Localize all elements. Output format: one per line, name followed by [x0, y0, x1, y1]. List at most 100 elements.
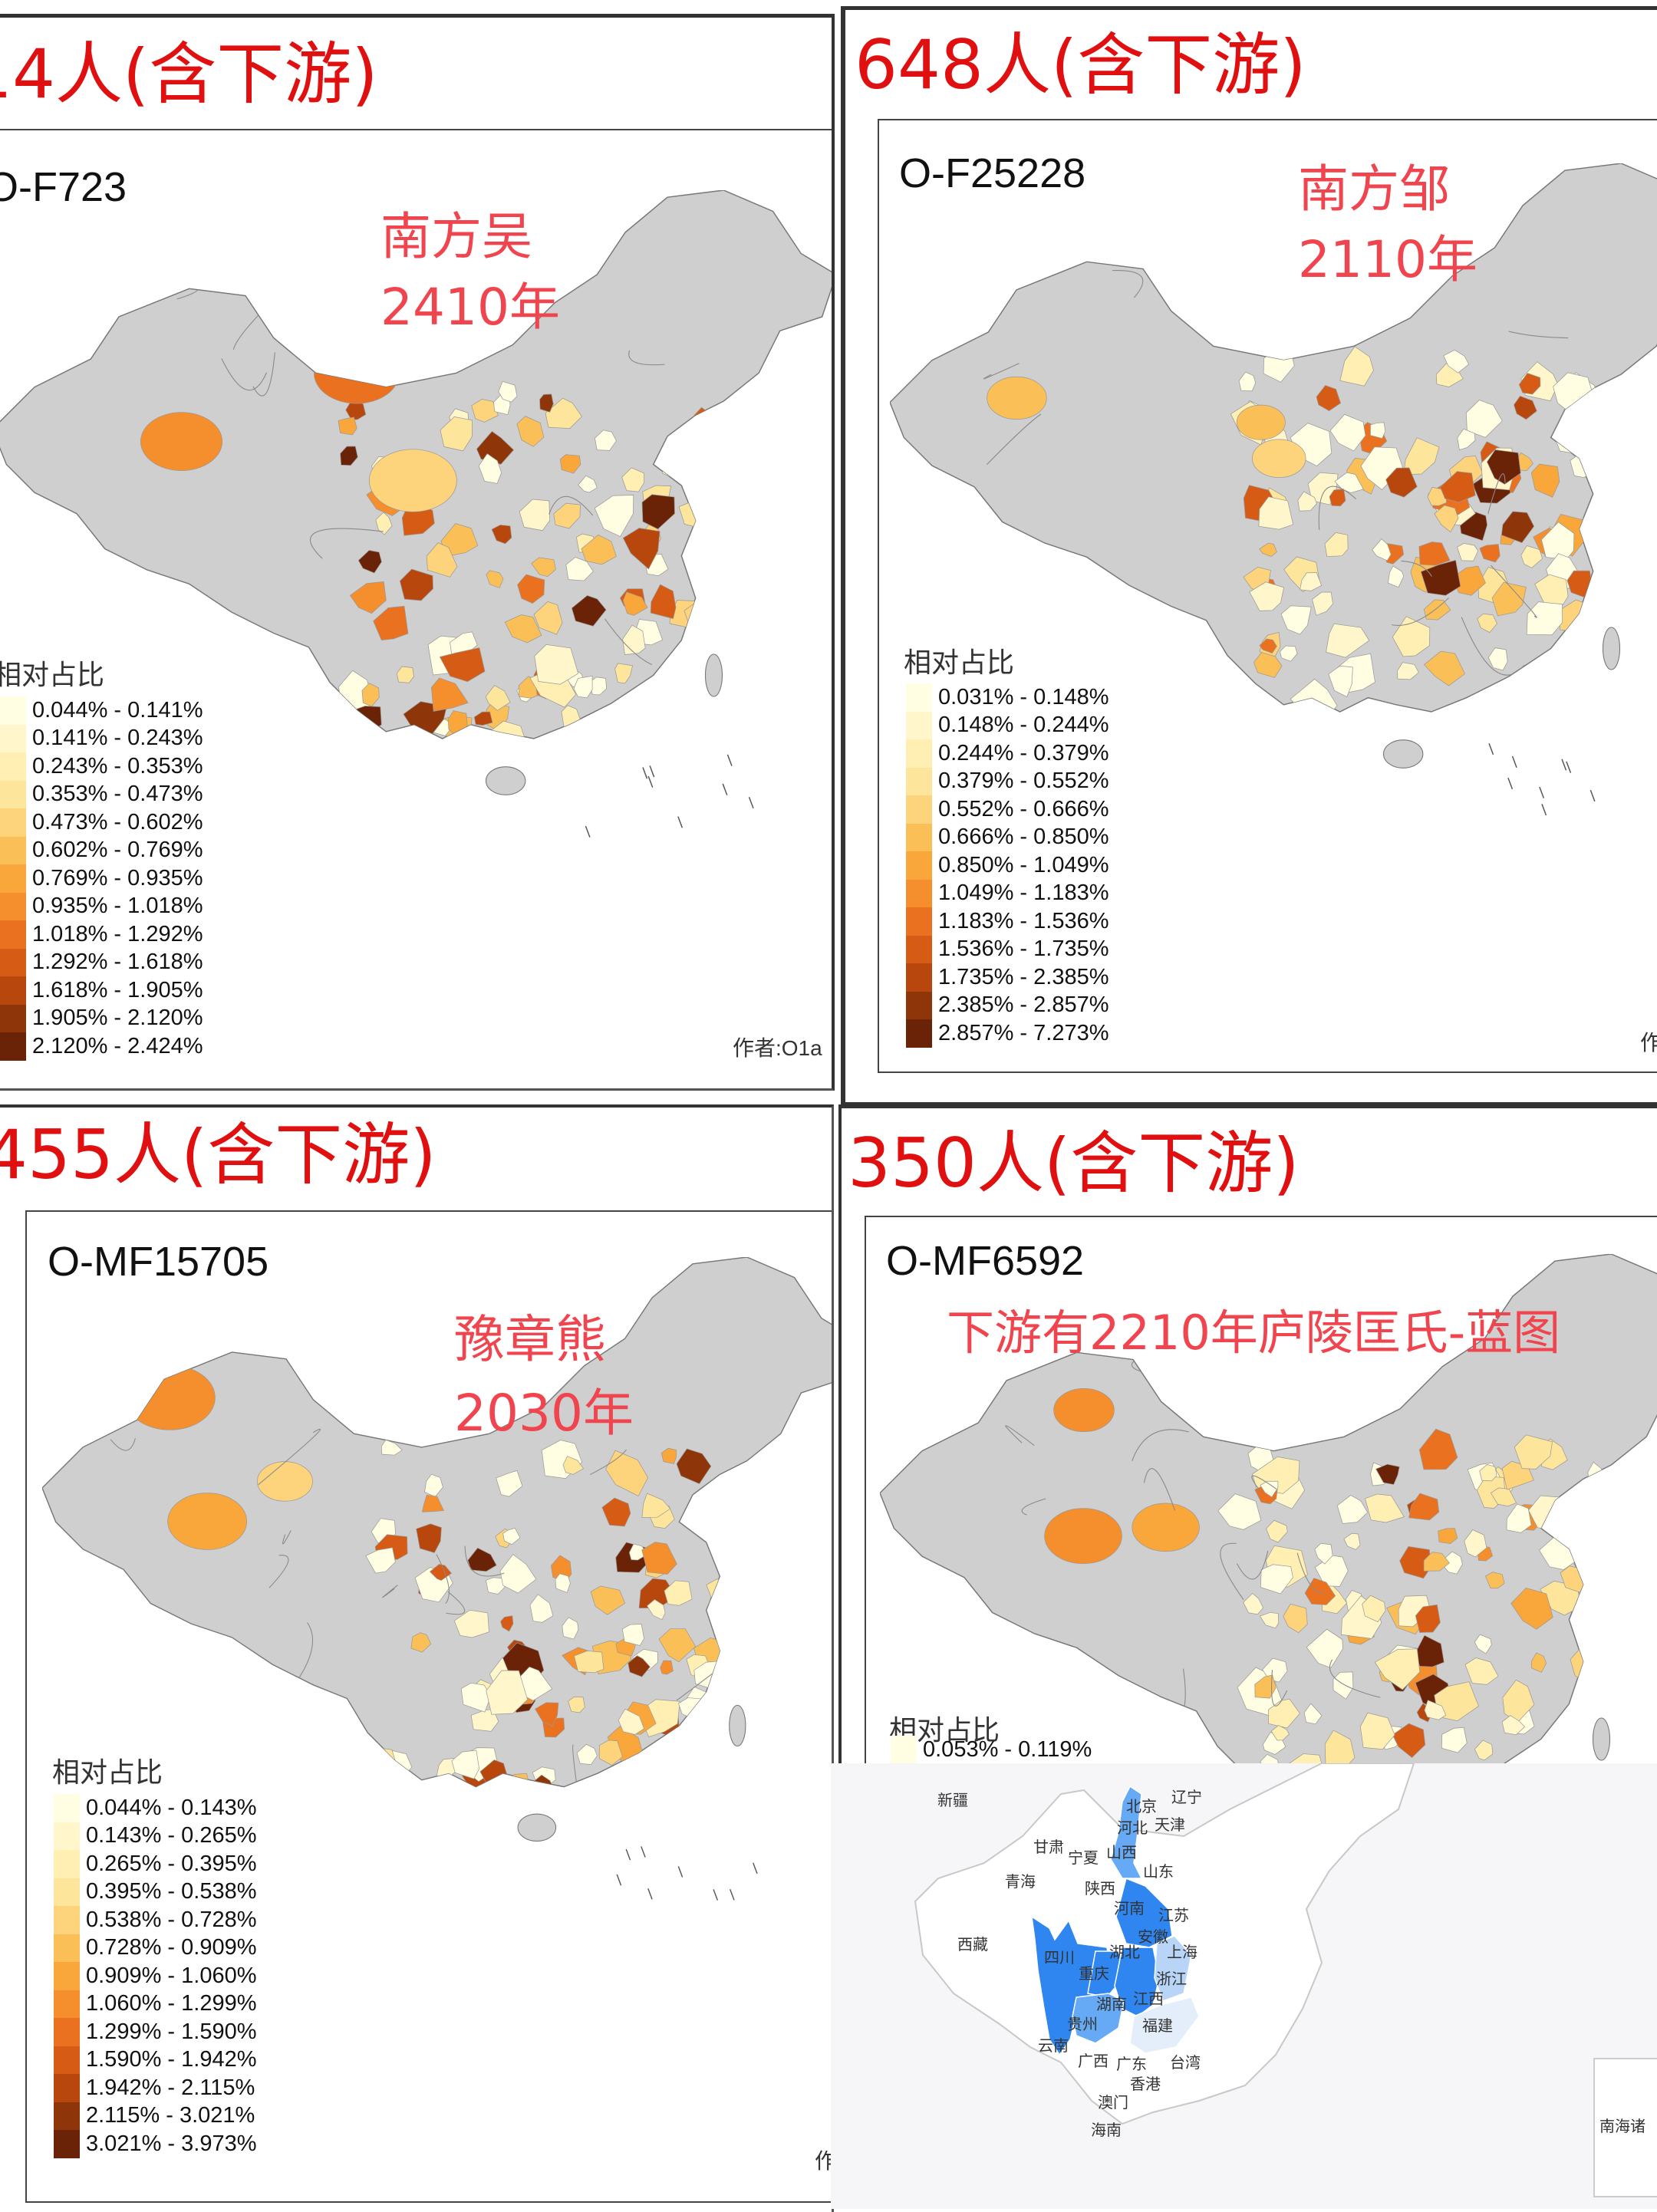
- legend-label: 1.183% - 1.536%: [938, 908, 1109, 933]
- province-border: [628, 350, 665, 366]
- panel-title: 455人(含下游): [0, 1115, 436, 1194]
- province-border: [548, 495, 594, 516]
- region-patch: [1586, 686, 1625, 712]
- nine-dash-line: [625, 1848, 631, 1861]
- legend-swatch: [54, 1990, 80, 2018]
- legend-swatch: [54, 2018, 80, 2046]
- legend-row: 1.618% - 1.905%: [0, 976, 203, 1005]
- region-patch: [1316, 385, 1342, 412]
- legend-title: 相对占比: [0, 660, 105, 691]
- region-patch: [257, 1461, 313, 1502]
- legend-swatch: [0, 696, 26, 725]
- hainan-island: [517, 1813, 557, 1842]
- region-patch: [1565, 662, 1591, 691]
- province-border: [1392, 597, 1449, 626]
- region-patch: [1423, 599, 1451, 620]
- region-patch: [1424, 1700, 1447, 1720]
- region-patch: [1375, 1463, 1400, 1485]
- legend-swatch: [906, 795, 932, 824]
- province-label: 南海诸: [1599, 2117, 1645, 2135]
- province-border: [258, 1428, 321, 1486]
- china-outline: [42, 1257, 832, 1788]
- legend-swatch: [0, 864, 26, 893]
- region-patch: [343, 718, 374, 739]
- region-patch: [650, 584, 677, 620]
- province-label: 海南: [1091, 2121, 1122, 2139]
- region-patch: [1501, 511, 1535, 544]
- nine-dash-line: [647, 1888, 653, 1900]
- province-border: [1005, 1425, 1035, 1447]
- legend-label: 1.292% - 1.618%: [32, 950, 203, 975]
- region-patch: [1259, 542, 1277, 558]
- region-patch: [628, 1655, 651, 1677]
- region-patch: [590, 1585, 626, 1615]
- region-patch: [1280, 605, 1312, 635]
- region-patch: [1501, 1715, 1526, 1736]
- region-patch: [1270, 1725, 1290, 1741]
- region-patch: [1555, 426, 1585, 454]
- legend-row: 1.292% - 1.618%: [0, 948, 203, 976]
- region-patch: [1423, 1552, 1450, 1572]
- nine-dash-line: [726, 754, 733, 766]
- region-patch: [1479, 544, 1501, 563]
- province-map: [914, 1763, 1657, 2197]
- region-patch: [467, 1547, 497, 1572]
- region-patch: [621, 1624, 644, 1646]
- legend-label: 0.395% - 0.538%: [86, 1879, 257, 1904]
- region-patch: [1324, 532, 1349, 557]
- legend-row: 0.666% - 0.850%: [906, 823, 1109, 851]
- legend-label: 1.942% - 2.115%: [86, 2075, 255, 2100]
- region-patch: [539, 393, 554, 413]
- province-label: 浙江: [1156, 1970, 1187, 1988]
- region-patch: [605, 1450, 648, 1496]
- region-patch: [1434, 1681, 1479, 1722]
- region-patch: [471, 399, 499, 423]
- nine-dash-line: [641, 1846, 646, 1858]
- nine-dash-line: [722, 783, 728, 795]
- region-patch: [687, 621, 722, 656]
- map-annotation: 南方邹 2110年: [1298, 154, 1477, 296]
- region-patch: [1573, 1684, 1596, 1709]
- region-patch: [987, 376, 1047, 420]
- region-patch: [496, 1470, 523, 1497]
- region-patch: [1336, 1494, 1369, 1524]
- legend-label: 0.265% - 0.395%: [86, 1851, 257, 1876]
- china-map: [42, 1257, 832, 1901]
- region-patch: [1491, 581, 1527, 617]
- legend-label: 0.148% - 0.244%: [938, 713, 1109, 738]
- province-label: 江苏: [1158, 1906, 1189, 1924]
- region-patch: [485, 685, 511, 711]
- map-id: O-MF6592: [886, 1238, 1085, 1284]
- legend-label: 0.244% - 0.379%: [938, 740, 1109, 765]
- legend-row: 1.060% - 1.299%: [54, 1990, 257, 2018]
- legend-label: 0.044% - 0.141%: [32, 697, 203, 723]
- map-annotation: 下游有2210年庐陵匡氏-蓝图: [947, 1305, 1561, 1361]
- panel-title: 648人(含下游): [855, 25, 1306, 104]
- province-label: 陕西: [1085, 1879, 1115, 1898]
- region-patch: [601, 1497, 631, 1527]
- nine-dash-line: [616, 1874, 622, 1886]
- region-patch: [1514, 395, 1537, 420]
- legend-label: 0.053% - 0.119%: [923, 1736, 1092, 1762]
- region-patch: [498, 380, 518, 403]
- province-label: 安徽: [1138, 1927, 1168, 1946]
- legend-swatch: [0, 1004, 26, 1032]
- region-patch: [1260, 1480, 1279, 1498]
- nine-dash-line: [753, 1862, 758, 1875]
- legend-row: 1.590% - 1.942%: [54, 2046, 256, 2074]
- province-label: 福建: [1142, 2016, 1173, 2035]
- region-patch: [1526, 601, 1563, 636]
- region-patch: [1408, 1493, 1440, 1521]
- region-patch: [508, 1773, 530, 1787]
- province-label: 湖南: [1096, 1995, 1127, 2013]
- legend-label: 1.060% - 1.299%: [86, 1991, 257, 2016]
- legend-row: 0.143% - 0.265%: [54, 1822, 256, 1850]
- nine-dash-line: [585, 825, 591, 838]
- province-label: 重庆: [1079, 1964, 1109, 1983]
- region-patch: [368, 449, 457, 512]
- legend-label: 1.536% - 1.735%: [938, 936, 1109, 962]
- taiwan-island: [1602, 627, 1621, 670]
- legend-label: 1.299% - 1.590%: [86, 2019, 257, 2044]
- region-patch: [1236, 404, 1286, 440]
- legend-row: 0.031% - 0.148%: [906, 683, 1109, 712]
